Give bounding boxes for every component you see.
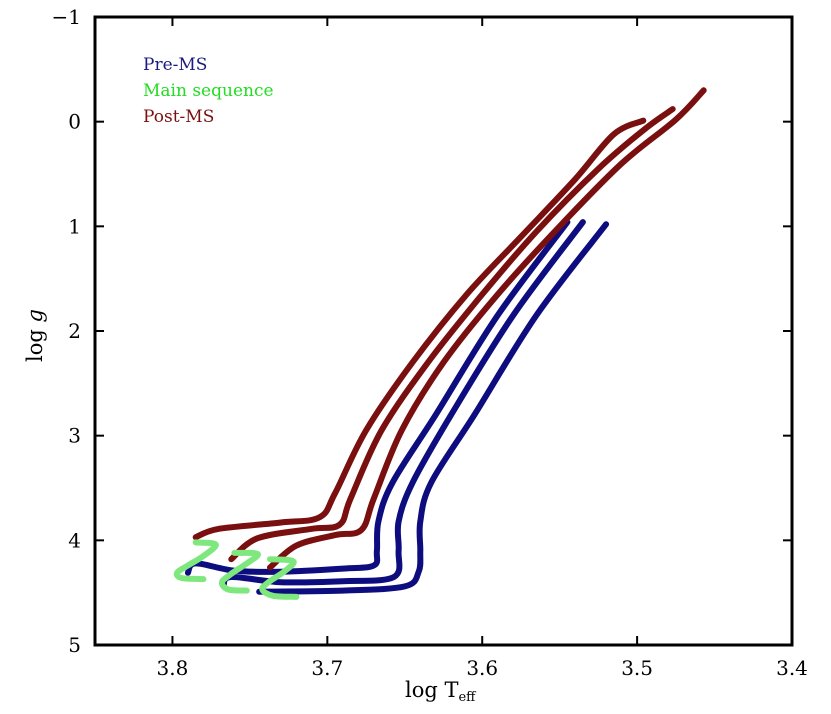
- y-axis-label: log g: [23, 309, 47, 362]
- y-tick-label-3: 2: [68, 319, 81, 343]
- axis-ticks: 3.8 3.7 3.6 3.5 3.4 −1 0 1 2 3 4 5: [52, 5, 808, 680]
- y-tick-label-4: 3: [68, 424, 81, 448]
- track-3-main-sequence-line: [259, 556, 300, 600]
- x-axis-label-subscript: eff: [458, 690, 477, 705]
- legend: Pre-MS Main sequence Post-MS: [143, 55, 274, 127]
- track-3-post-ms-line: [267, 87, 707, 571]
- x-tick-label-4: 3.4: [776, 656, 808, 680]
- track-2-main-sequence-line: [218, 549, 261, 594]
- y-tick-label-1: 0: [68, 110, 81, 134]
- x-tick-label-1: 3.7: [311, 656, 343, 680]
- y-axis-label-variable: g: [23, 309, 47, 322]
- y-tick-label-2: 1: [68, 214, 81, 238]
- x-axis-label: log Teff: [405, 678, 477, 705]
- plot-frame: [93, 15, 794, 647]
- plot-curves: [173, 87, 707, 600]
- y-tick-label-6: 5: [68, 633, 81, 657]
- legend-entry-pre-ms: Pre-MS: [143, 55, 207, 75]
- track-1-post-ms-line: [192, 117, 647, 541]
- track-1-main-sequence-line: [173, 539, 219, 583]
- track-1-pre-ms-line: [184, 219, 571, 576]
- track-2-post-ms-line: [228, 106, 676, 563]
- legend-entry-main-sequence: Main sequence: [143, 81, 274, 101]
- legend-entry-post-ms: Post-MS: [143, 107, 214, 127]
- track-3-pre-ms-line: [256, 221, 610, 595]
- x-tick-label-3: 3.5: [621, 656, 653, 680]
- x-tick-label-2: 3.6: [466, 656, 498, 680]
- x-tick-label-0: 3.8: [157, 656, 189, 680]
- y-tick-label-0: −1: [52, 5, 81, 29]
- y-tick-label-5: 4: [68, 528, 81, 552]
